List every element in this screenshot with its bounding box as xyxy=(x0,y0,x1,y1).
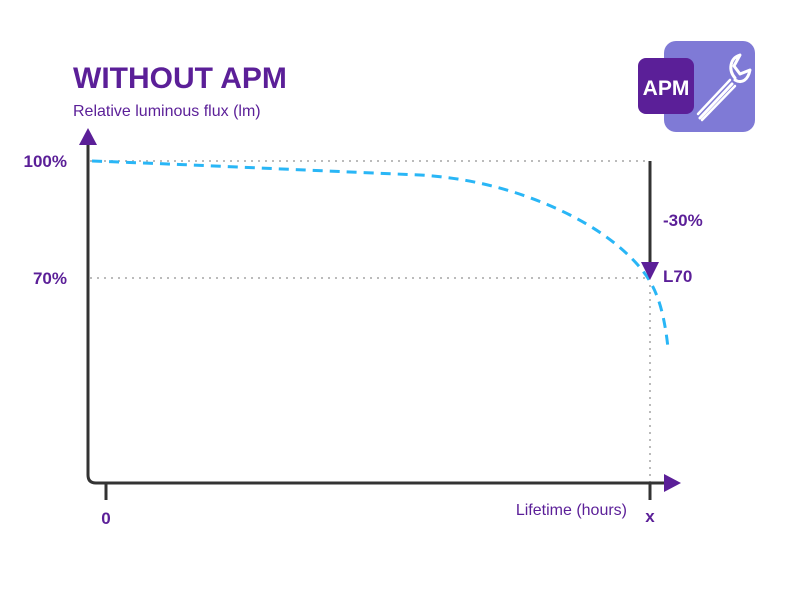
axes xyxy=(86,140,665,485)
x-axis-label: Lifetime (hours) xyxy=(516,502,627,519)
drop-label: -30% xyxy=(663,211,703,230)
y-tick-70: 70% xyxy=(33,269,67,288)
x-axis-arrow-icon xyxy=(664,474,681,492)
x-tick-label-0: 0 xyxy=(101,509,110,528)
wrench-icon xyxy=(698,53,752,120)
y-axis-label: Relative luminous flux (lm) xyxy=(73,103,261,120)
x-tick-label-x: x xyxy=(645,507,655,526)
logo-text: APM xyxy=(643,77,690,100)
flux-curve xyxy=(91,159,670,349)
drop-arrow-head-icon xyxy=(641,262,659,280)
threshold-label: L70 xyxy=(663,267,692,286)
guide-lines xyxy=(90,160,651,485)
y-tick-100: 100% xyxy=(24,152,67,171)
y-axis-arrow-icon xyxy=(79,128,97,145)
apm-logo: APM xyxy=(638,41,755,132)
title: WITHOUT APM xyxy=(73,62,287,95)
